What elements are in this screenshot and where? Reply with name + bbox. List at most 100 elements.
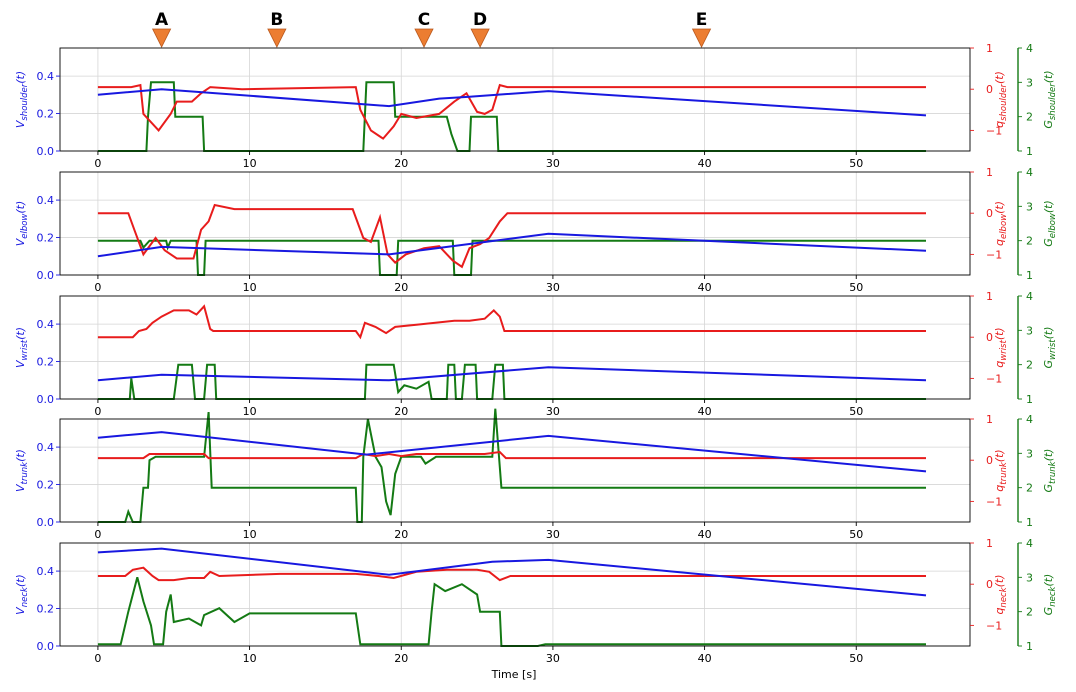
g-tick-label: 2 <box>1026 111 1033 124</box>
trunk-G-line <box>97 408 926 523</box>
x-tick-label: 30 <box>546 281 560 294</box>
x-tick-label: 40 <box>698 652 712 665</box>
q-tick-label: 0 <box>986 454 993 467</box>
x-tick-label: 20 <box>394 281 408 294</box>
q-tick-label: −1 <box>986 495 1002 508</box>
x-tick-label: 20 <box>394 652 408 665</box>
v-tick-label: 0.4 <box>37 565 55 578</box>
x-tick-label: 10 <box>243 652 257 665</box>
x-tick-label: 50 <box>849 281 863 294</box>
x-tick-label: 40 <box>698 528 712 541</box>
q-tick-label: −1 <box>986 248 1002 261</box>
q-tick-label: 0 <box>986 83 993 96</box>
v-tick-label: 0.0 <box>37 516 55 529</box>
v-tick-label: 0.0 <box>37 640 55 653</box>
neck-V-line <box>97 547 927 597</box>
event-marker-b <box>267 28 287 48</box>
x-tick-label: 30 <box>546 528 560 541</box>
x-tick-label: 10 <box>243 281 257 294</box>
event-label-a: A <box>155 10 169 30</box>
x-tick-label: 30 <box>546 652 560 665</box>
q-tick-label: 0 <box>986 578 993 591</box>
neck-V-axis-label: Vneck(t) <box>14 574 30 615</box>
g-tick-label: 1 <box>1026 516 1033 529</box>
v-tick-label: 0.4 <box>37 318 55 331</box>
q-tick-label: 1 <box>986 537 993 550</box>
g-tick-label: 2 <box>1026 235 1033 248</box>
event-label-e: E <box>696 10 708 30</box>
x-tick-label: 30 <box>546 157 560 170</box>
v-tick-label: 0.4 <box>37 194 55 207</box>
elbow-q-axis-label: qelbow(t) <box>993 201 1009 246</box>
x-axis-title: Time [s] <box>491 668 537 681</box>
neck-axes-frame <box>59 542 971 647</box>
shoulder-V-axis-label: Vshoulder(t) <box>14 71 30 128</box>
v-tick-label: 0.2 <box>37 356 55 369</box>
wrist-V-line <box>97 366 927 382</box>
shoulder-V-line <box>97 88 927 117</box>
wrist-q-line <box>97 304 926 340</box>
g-tick-label: 4 <box>1026 537 1033 550</box>
v-tick-label: 0.0 <box>37 393 55 406</box>
x-tick-label: 0 <box>94 528 101 541</box>
x-tick-label: 40 <box>698 157 712 170</box>
shoulder-axes-frame <box>59 47 971 152</box>
shoulder-q-axis-label: qshoulder(t) <box>993 71 1009 128</box>
v-tick-label: 0.2 <box>37 108 55 121</box>
trunk-q-axis-label: qtrunk(t) <box>993 449 1009 491</box>
elbow-q-line <box>97 203 926 269</box>
q-tick-label: 0 <box>986 207 993 220</box>
x-tick-label: 50 <box>849 157 863 170</box>
g-tick-label: 4 <box>1026 290 1033 303</box>
g-tick-label: 4 <box>1026 413 1033 426</box>
event-marker-e <box>691 28 712 48</box>
v-tick-label: 0.2 <box>37 232 55 245</box>
v-tick-label: 0.2 <box>37 479 55 492</box>
wrist-axes-frame <box>59 295 971 400</box>
g-tick-label: 2 <box>1026 606 1033 619</box>
event-marker-d <box>470 28 490 48</box>
g-tick-label: 3 <box>1026 324 1033 337</box>
g-tick-label: 3 <box>1026 447 1033 460</box>
shoulder-G-line <box>97 81 926 152</box>
trunk-q-line <box>97 450 926 460</box>
x-tick-label: 30 <box>546 405 560 418</box>
shoulder-q-line <box>97 83 926 140</box>
x-tick-label: 0 <box>94 405 101 418</box>
neck-G-line <box>97 577 926 647</box>
v-tick-label: 0.0 <box>37 269 55 282</box>
q-tick-label: 1 <box>986 42 993 55</box>
g-tick-label: 4 <box>1026 166 1033 179</box>
wrist-q-axis-label: qwrist(t) <box>993 327 1009 367</box>
x-tick-label: 20 <box>394 157 408 170</box>
g-tick-label: 1 <box>1026 145 1033 158</box>
q-tick-label: 1 <box>986 290 993 303</box>
x-tick-label: 40 <box>698 281 712 294</box>
x-tick-label: 10 <box>243 157 257 170</box>
x-tick-label: 20 <box>394 405 408 418</box>
x-tick-label: 50 <box>849 528 863 541</box>
elbow-V-axis-label: Velbow(t) <box>14 201 30 247</box>
x-tick-label: 50 <box>849 405 863 418</box>
x-tick-label: 0 <box>94 157 101 170</box>
v-tick-label: 0.4 <box>37 441 55 454</box>
x-tick-label: 10 <box>243 405 257 418</box>
g-tick-label: 2 <box>1026 359 1033 372</box>
x-tick-label: 40 <box>698 405 712 418</box>
x-tick-label: 0 <box>94 281 101 294</box>
x-tick-label: 10 <box>243 528 257 541</box>
trunk-axes-frame <box>59 418 971 523</box>
v-tick-label: 0.0 <box>37 145 55 158</box>
wrist-V-axis-label: Vwrist(t) <box>14 327 30 368</box>
neck-G-axis-label: Gneck(t) <box>1042 574 1058 616</box>
g-tick-label: 1 <box>1026 269 1033 282</box>
elbow-G-axis-label: Gelbow(t) <box>1042 200 1058 247</box>
event-label-b: B <box>270 10 283 30</box>
